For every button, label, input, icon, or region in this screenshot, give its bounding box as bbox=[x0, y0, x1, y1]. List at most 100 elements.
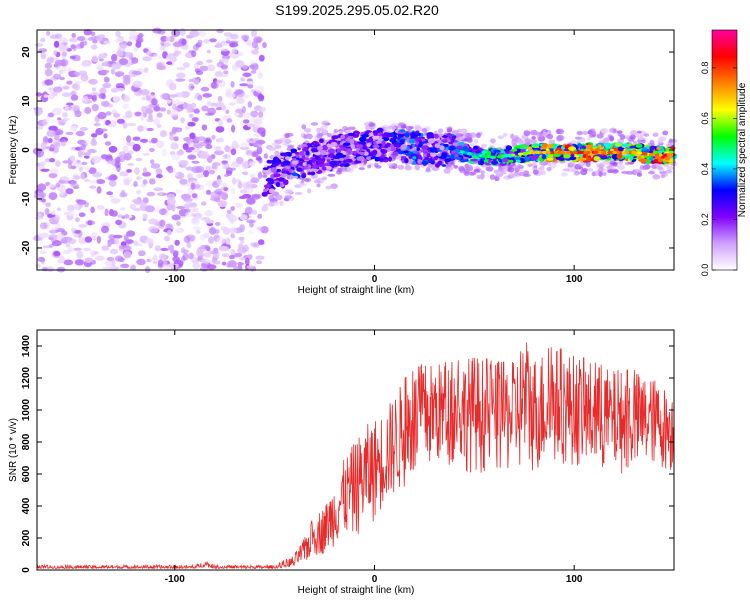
colorbar-tick-label: 0.6 bbox=[700, 112, 710, 125]
noise-blob bbox=[111, 53, 118, 62]
noise-blob bbox=[116, 87, 125, 92]
peak-blob bbox=[454, 149, 459, 152]
noise-blob bbox=[242, 182, 251, 190]
noise-blob bbox=[59, 188, 64, 197]
noise-blob bbox=[171, 214, 181, 221]
signal-blob bbox=[283, 160, 291, 166]
signal-blob bbox=[415, 136, 421, 142]
halo-blob bbox=[279, 200, 284, 207]
signal-blob bbox=[457, 142, 464, 146]
noise-blob bbox=[257, 72, 264, 79]
ytick-label: 10 bbox=[21, 95, 32, 107]
noise-blob bbox=[191, 166, 201, 174]
peak-blob bbox=[585, 150, 591, 154]
noise-blob bbox=[78, 166, 84, 172]
noise-blob bbox=[123, 152, 132, 161]
noise-blob bbox=[114, 156, 121, 164]
noise-blob bbox=[226, 118, 233, 123]
noise-blob bbox=[174, 263, 179, 267]
ytick-label: 600 bbox=[21, 465, 32, 482]
halo-blob bbox=[320, 125, 328, 130]
halo-blob bbox=[485, 166, 494, 172]
noise-blob bbox=[142, 56, 152, 62]
noise-blob bbox=[38, 232, 49, 239]
noise-blob bbox=[180, 247, 186, 254]
noise-blob bbox=[39, 192, 47, 198]
signal-blob bbox=[380, 148, 386, 153]
noise-blob bbox=[84, 106, 92, 115]
noise-blob bbox=[183, 198, 194, 202]
noise-blob bbox=[163, 266, 172, 271]
noise-blob bbox=[225, 87, 233, 94]
noise-blob bbox=[107, 175, 113, 181]
noise-blob bbox=[235, 89, 245, 98]
halo-blob bbox=[662, 130, 669, 136]
noise-blob bbox=[203, 232, 210, 239]
noise-blob bbox=[111, 175, 118, 180]
noise-blob bbox=[53, 86, 63, 93]
noise-blob bbox=[103, 133, 108, 139]
noise-blob bbox=[210, 81, 219, 89]
noise-blob bbox=[216, 179, 221, 185]
noise-blob bbox=[124, 214, 130, 219]
noise-blob bbox=[142, 152, 150, 156]
halo-blob bbox=[453, 165, 459, 169]
signal-blob bbox=[433, 133, 439, 139]
noise-blob bbox=[101, 62, 109, 67]
halo-blob bbox=[325, 185, 332, 190]
peak-blob bbox=[642, 152, 648, 156]
signal-blob bbox=[323, 162, 331, 167]
spectrogram-ylabel: Frequency (Hz) bbox=[8, 116, 19, 185]
noise-blob bbox=[188, 113, 194, 118]
noise-blob bbox=[40, 52, 47, 60]
noise-blob bbox=[258, 106, 267, 112]
snr-marks bbox=[36, 342, 675, 570]
noise-blob bbox=[134, 111, 142, 117]
signal-blob bbox=[505, 145, 513, 151]
peak-blob bbox=[542, 150, 548, 154]
snr-xlabel: Height of straight line (km) bbox=[298, 585, 415, 596]
noise-blob bbox=[105, 111, 112, 116]
peak-blob bbox=[593, 150, 599, 154]
signal-blob bbox=[345, 158, 353, 163]
halo-blob bbox=[612, 169, 619, 173]
noise-blob bbox=[250, 49, 259, 55]
noise-blob bbox=[79, 41, 85, 49]
signal-blob bbox=[475, 150, 481, 154]
peak-blob bbox=[560, 150, 566, 154]
noise-blob bbox=[221, 261, 227, 266]
noise-blob bbox=[210, 102, 218, 107]
signal-blob bbox=[656, 146, 661, 151]
noise-blob bbox=[73, 233, 79, 238]
halo-blob bbox=[268, 194, 275, 201]
noise-blob bbox=[230, 249, 235, 254]
halo-blob bbox=[497, 165, 503, 171]
noise-blob bbox=[132, 136, 141, 141]
halo-blob bbox=[586, 136, 592, 141]
noise-blob bbox=[37, 213, 42, 218]
halo-blob bbox=[538, 161, 545, 166]
signal-blob bbox=[429, 152, 437, 157]
noise-blob bbox=[258, 54, 265, 62]
xtick-label: 100 bbox=[566, 274, 583, 285]
peak-blob bbox=[530, 151, 536, 155]
noise-blob bbox=[61, 51, 68, 57]
noise-blob bbox=[215, 146, 222, 152]
peak-blob bbox=[481, 154, 487, 158]
noise-blob bbox=[188, 83, 195, 91]
noise-blob bbox=[198, 31, 207, 37]
noise-blob bbox=[91, 96, 96, 101]
halo-blob bbox=[617, 164, 625, 171]
noise-blob bbox=[203, 251, 212, 258]
signal-blob bbox=[400, 144, 408, 150]
noise-blob bbox=[81, 95, 89, 103]
noise-blob bbox=[188, 252, 194, 260]
signal-blob bbox=[446, 133, 453, 137]
halo-blob bbox=[652, 132, 659, 137]
noise-blob bbox=[172, 103, 177, 111]
noise-blob bbox=[40, 37, 46, 43]
halo-blob bbox=[668, 138, 674, 143]
signal-blob bbox=[629, 145, 636, 149]
signal-blob bbox=[335, 152, 344, 158]
